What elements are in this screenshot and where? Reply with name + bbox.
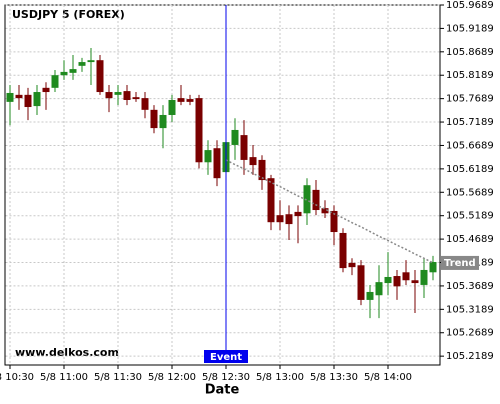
y-tick-label: 105.7689	[446, 94, 494, 105]
x-axis-title: Date	[205, 383, 240, 398]
candle-body	[285, 214, 293, 225]
candle-body	[231, 129, 239, 145]
candle-body	[321, 208, 329, 214]
candle-body	[15, 94, 23, 99]
y-tick-label: 105.3689	[446, 281, 494, 292]
x-tick-label: 5/8 10:30	[0, 372, 34, 383]
candle-body	[177, 98, 185, 102]
y-tick-label: 105.7189	[446, 117, 494, 128]
candle-body	[60, 71, 68, 76]
y-tick-label: 105.5189	[446, 211, 494, 222]
candle-body	[204, 150, 212, 163]
x-tick-label: 5/8 11:30	[94, 372, 142, 383]
candle-body	[429, 261, 437, 273]
chart-title: USDJPY 5 (FOREX)	[12, 8, 125, 21]
candle-body	[33, 92, 41, 107]
x-tick-label: 5/8 11:00	[40, 372, 88, 383]
trend-label: Trend	[444, 258, 476, 269]
candle-body	[195, 98, 203, 163]
candle-body	[96, 60, 104, 93]
trend-label-box	[441, 255, 479, 270]
candle-body	[411, 280, 419, 284]
candle-body	[186, 99, 194, 102]
candle-body	[78, 62, 86, 66]
trend-line	[225, 159, 434, 264]
candle-body	[51, 75, 59, 88]
candle-body	[393, 276, 401, 287]
candle-body	[105, 92, 113, 99]
plot-frame	[4, 4, 441, 366]
y-tick-label: 105.9189	[446, 23, 494, 34]
candle-body	[168, 99, 176, 115]
candle-body	[258, 159, 266, 181]
candle-body	[402, 272, 410, 281]
candle-body	[123, 91, 131, 100]
y-tick-label: 105.3189	[446, 304, 494, 315]
candle-body	[42, 87, 50, 93]
x-tick-label: 5/8 13:00	[256, 372, 304, 383]
y-tick-label: 105.9689	[446, 0, 494, 11]
candle-body	[87, 60, 95, 63]
candle-body	[150, 109, 158, 129]
x-tick-label: 5/8 14:00	[364, 372, 412, 383]
x-tick-label: 5/8 12:00	[148, 372, 196, 383]
y-tick-label: 105.2189	[446, 351, 494, 362]
candle-body	[24, 94, 32, 108]
candle-body	[375, 282, 383, 296]
candle-body	[303, 185, 311, 214]
candle-body	[141, 98, 149, 110]
candle-body	[267, 178, 275, 223]
candle-body	[348, 262, 356, 268]
event-label-box	[204, 350, 248, 363]
candle-body	[420, 269, 428, 285]
candle-body	[213, 148, 221, 179]
y-tick-label: 105.4689	[446, 234, 494, 245]
candle-body	[276, 215, 284, 223]
y-tick-label: 105.2689	[446, 328, 494, 339]
x-tick-label: 5/8 13:30	[310, 372, 358, 383]
candle-body	[294, 211, 302, 217]
candle-body	[132, 97, 140, 100]
y-tick-label: 105.8189	[446, 70, 494, 81]
candle-body	[240, 135, 248, 160]
candle-body	[6, 92, 14, 102]
watermark: www.delkos.com	[15, 346, 119, 359]
event-label: Event	[210, 352, 242, 363]
candle-body	[69, 69, 77, 73]
candle-body	[366, 291, 374, 300]
x-tick-label: 5/8 12:30	[202, 372, 250, 383]
candle-body	[339, 232, 347, 269]
y-tick-label: 105.6689	[446, 140, 494, 151]
candle-body	[249, 157, 257, 166]
candle-body	[312, 189, 320, 211]
candle-body	[384, 276, 392, 284]
y-tick-label: 105.8689	[446, 47, 494, 58]
candle-body	[357, 265, 365, 300]
candle-body	[159, 114, 167, 129]
y-tick-label: 105.5689	[446, 187, 494, 198]
candle-body	[114, 92, 122, 95]
y-tick-label: 105.6189	[446, 164, 494, 175]
candle-body	[330, 210, 338, 233]
